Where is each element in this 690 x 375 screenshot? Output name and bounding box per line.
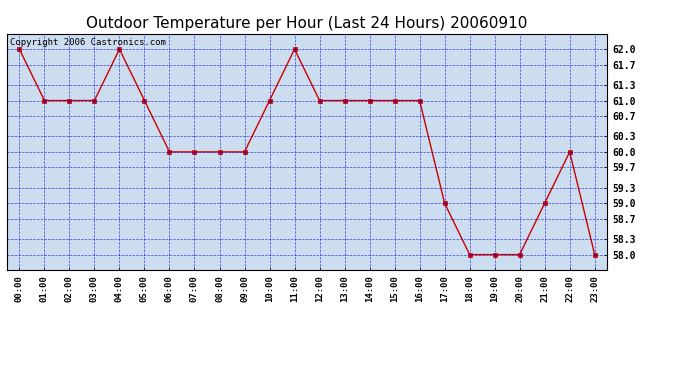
Text: Copyright 2006 Castronics.com: Copyright 2006 Castronics.com bbox=[10, 39, 166, 48]
Title: Outdoor Temperature per Hour (Last 24 Hours) 20060910: Outdoor Temperature per Hour (Last 24 Ho… bbox=[86, 16, 528, 31]
